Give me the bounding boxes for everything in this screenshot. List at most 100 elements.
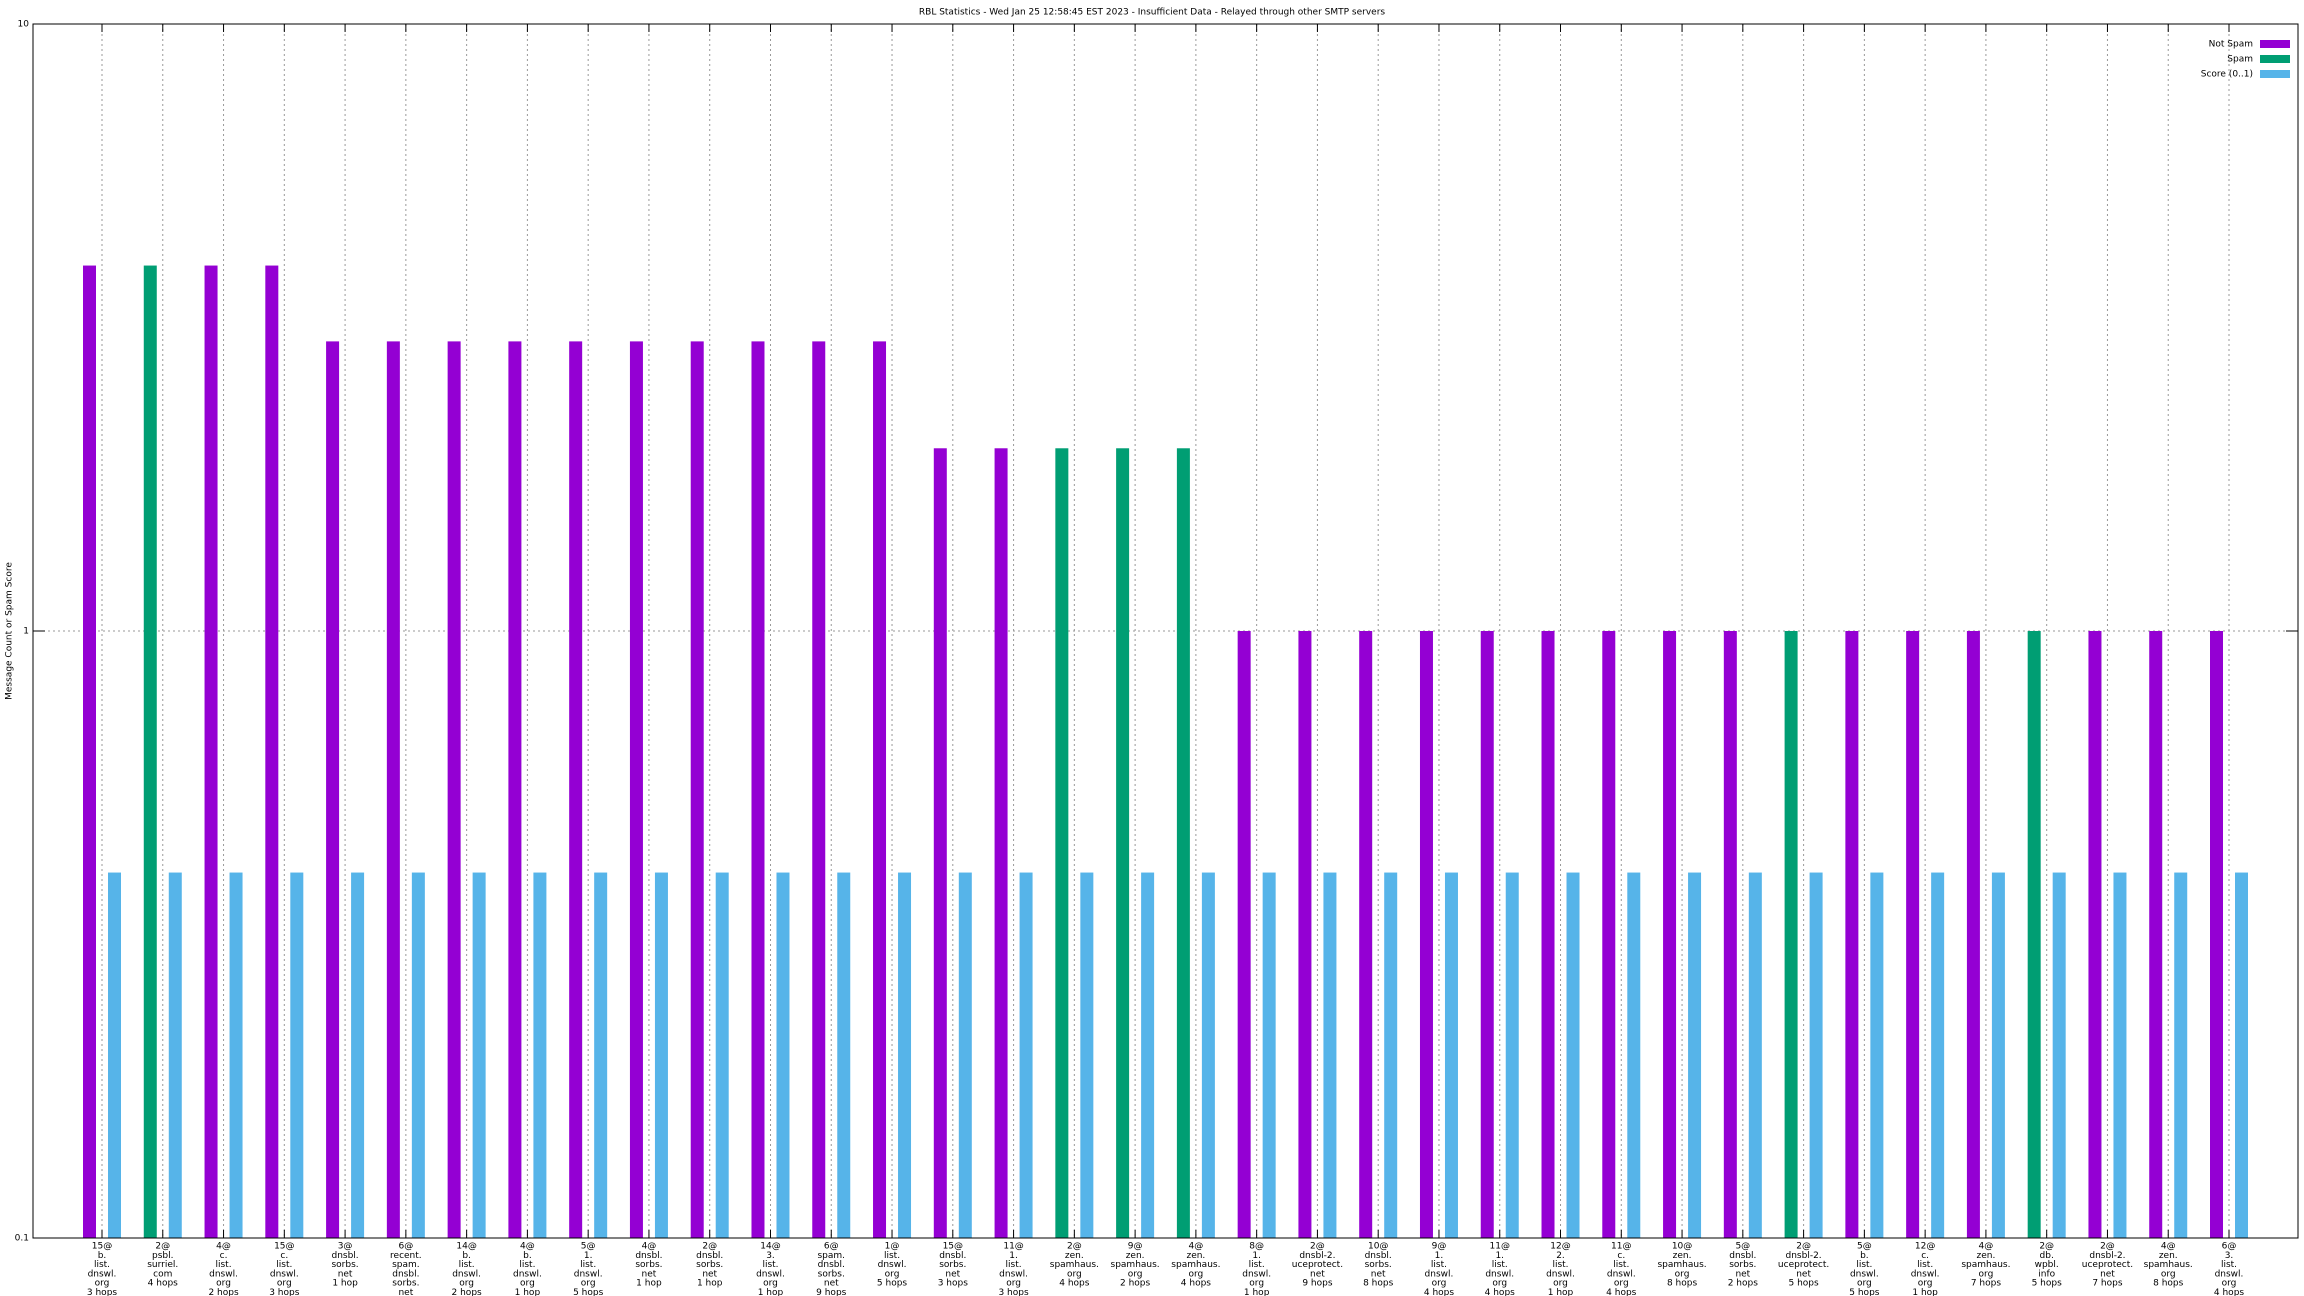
x-tick-label: org: [1979, 1269, 1994, 1279]
x-tick-label: spamhaus.: [1050, 1260, 1099, 1270]
bar: [1237, 631, 1251, 1238]
x-tick-label: 1.: [584, 1251, 593, 1261]
bar: [958, 872, 972, 1238]
x-tick-label: sorbs.: [696, 1260, 723, 1270]
x-tick-label: dnswl.: [452, 1269, 481, 1279]
bar: [108, 872, 121, 1238]
bar: [1116, 448, 1130, 1238]
x-tick-label: sorbs.: [1729, 1260, 1756, 1270]
bar: [447, 341, 461, 1238]
x-tick-label: 2 hops: [1120, 1279, 1151, 1289]
x-tick-label: uceprotect.: [1292, 1260, 1343, 1270]
x-tick-label: org: [763, 1279, 778, 1289]
x-tick-label: 9 hops: [816, 1288, 847, 1296]
x-tick-label: db.: [2040, 1251, 2054, 1261]
bar: [508, 341, 522, 1238]
x-tick-label: spamhaus.: [1171, 1260, 1220, 1270]
x-tick-label: list.: [276, 1260, 292, 1270]
x-tick-label: dnswl.: [878, 1260, 907, 1270]
bar: [1541, 631, 1555, 1238]
bar: [533, 872, 547, 1238]
x-tick-label: dnswl.: [999, 1269, 1028, 1279]
bar: [229, 872, 243, 1238]
x-tick-label: 9@: [1432, 1242, 1447, 1252]
x-tick-label: net: [824, 1279, 839, 1289]
x-tick-label: 1 hop: [697, 1279, 723, 1289]
bar: [204, 265, 218, 1239]
x-tick-label: 4 hops: [1059, 1279, 1090, 1289]
bar: [715, 872, 729, 1238]
bar: [1906, 631, 1920, 1238]
bar: [594, 872, 608, 1238]
x-tick-label: c.: [1921, 1251, 1929, 1261]
x-tick-label: org: [581, 1279, 596, 1289]
x-tick-label: net: [1735, 1269, 1750, 1279]
x-tick-label: 5 hops: [877, 1279, 908, 1289]
x-tick-label: 11@: [1003, 1242, 1023, 1252]
x-tick-label: sorbs.: [1365, 1260, 1392, 1270]
x-tick-label: zen.: [1065, 1251, 1084, 1261]
bar: [1019, 872, 1033, 1238]
x-tick-label: list.: [1006, 1260, 1022, 1270]
x-tick-label: list.: [519, 1260, 535, 1270]
x-tick-label: dnsbl.: [696, 1251, 723, 1261]
bar: [1845, 631, 1859, 1238]
y-tick-label: 0.1: [15, 1234, 29, 1244]
x-tick-label: 2@: [155, 1242, 170, 1252]
bar: [1444, 872, 1458, 1238]
bar: [2113, 872, 2127, 1238]
x-tick-label: dnswl.: [756, 1269, 785, 1279]
bar: [933, 448, 947, 1238]
x-tick-label: 4 hops: [2214, 1288, 2245, 1296]
x-tick-label: 1 hop: [636, 1279, 662, 1289]
x-tick-label: c.: [280, 1251, 288, 1261]
x-tick-label: 12@: [1915, 1242, 1935, 1252]
bar: [351, 872, 365, 1238]
x-tick-label: 9@: [1128, 1242, 1143, 1252]
bar: [1784, 631, 1798, 1238]
bar: [776, 872, 790, 1238]
x-tick-label: dnswl.: [2215, 1269, 2244, 1279]
bar: [1602, 631, 1616, 1238]
x-tick-label: list.: [1613, 1260, 1629, 1270]
bar: [690, 341, 704, 1238]
x-tick-label: 5@: [1735, 1242, 1750, 1252]
x-tick-label: net: [702, 1269, 717, 1279]
x-tick-label: org: [1067, 1269, 1082, 1279]
x-tick-label: 15@: [274, 1242, 294, 1252]
x-tick-label: dnsbl-2.: [1786, 1251, 1822, 1261]
x-tick-label: org: [1432, 1279, 1447, 1289]
x-tick-label: 4 hops: [1424, 1288, 1455, 1296]
x-tick-label: org: [1006, 1279, 1021, 1289]
chart-title: RBL Statistics - Wed Jan 25 12:58:45 EST…: [919, 8, 1386, 18]
bar: [143, 265, 157, 1239]
x-tick-label: dnswl.: [1546, 1269, 1575, 1279]
x-tick-label: 4@: [1189, 1242, 1204, 1252]
x-tick-label: dnswl.: [1242, 1269, 1271, 1279]
x-tick-label: org: [1675, 1269, 1690, 1279]
bar: [1080, 872, 1094, 1238]
bar: [386, 341, 400, 1238]
bar: [1176, 448, 1190, 1238]
bar: [1931, 872, 1945, 1238]
x-tick-label: 5 hops: [1849, 1288, 1880, 1296]
x-tick-label: dnsbl.: [392, 1269, 419, 1279]
x-tick-label: 5 hops: [573, 1288, 604, 1296]
x-tick-label: wpbl.: [2035, 1260, 2059, 1270]
x-tick-label: dnswl.: [1607, 1269, 1636, 1279]
x-tick-label: 8 hops: [1667, 1279, 1698, 1289]
x-tick-label: list.: [1492, 1260, 1508, 1270]
bar: [1627, 872, 1641, 1238]
x-tick-label: list.: [884, 1251, 900, 1261]
bar: [898, 872, 912, 1238]
x-tick-label: dnsbl.: [635, 1251, 662, 1261]
x-tick-label: com: [153, 1269, 172, 1279]
x-tick-label: net: [2100, 1269, 2115, 1279]
legend-swatch: [2260, 70, 2290, 78]
x-tick-label: 1.: [1435, 1251, 1444, 1261]
x-tick-label: 5@: [1857, 1242, 1872, 1252]
x-tick-label: 11@: [1490, 1242, 1510, 1252]
x-tick-label: 6@: [2222, 1242, 2237, 1252]
x-tick-label: sorbs.: [939, 1260, 966, 1270]
x-tick-label: 3@: [338, 1242, 353, 1252]
